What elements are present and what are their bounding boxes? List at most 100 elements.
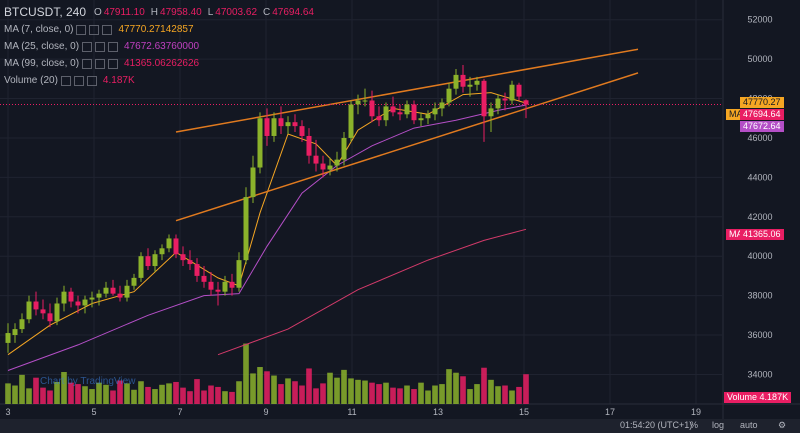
volume-bar xyxy=(383,382,389,404)
volume-bar xyxy=(390,387,396,404)
indicator-row-ma7[interactable]: MA (7, close, 0) 47770.27142857 xyxy=(4,21,320,38)
percent-toggle[interactable]: % xyxy=(690,420,699,430)
candle-body xyxy=(75,301,81,306)
volume-bar xyxy=(236,381,242,404)
settings-icon[interactable] xyxy=(89,24,100,35)
candle-body xyxy=(446,88,452,103)
indicator-row-ma25[interactable]: MA (25, close, 0) 47672.63760000 xyxy=(4,38,320,55)
eye-icon[interactable] xyxy=(82,58,93,69)
volume-bar xyxy=(33,377,39,404)
candle-body xyxy=(82,299,88,306)
ohlc-high-value: 47958.40 xyxy=(160,7,202,18)
volume-bar xyxy=(47,390,53,404)
volume-bar xyxy=(187,391,193,404)
settings-icon[interactable] xyxy=(95,41,106,52)
volume-bar xyxy=(523,374,529,404)
candle-body xyxy=(26,301,32,320)
volume-bar xyxy=(516,386,522,404)
candle-body xyxy=(215,289,221,292)
candle-body xyxy=(89,297,95,300)
volume-label-tag: Volume 4.187K xyxy=(724,392,792,403)
volume-bar xyxy=(61,372,67,404)
x-tick-label: 3 xyxy=(5,407,10,417)
ohlc-close-value: 47694.64 xyxy=(272,7,314,18)
candle-body xyxy=(355,100,361,105)
volume-bar xyxy=(222,391,228,404)
ma7-price-tag: 47770.27 xyxy=(740,97,784,108)
volume-bar xyxy=(327,372,333,404)
volume-bar xyxy=(418,382,424,404)
auto-toggle[interactable]: auto xyxy=(740,420,758,430)
volume-bar xyxy=(411,389,417,404)
volume-bar xyxy=(348,378,354,404)
volume-bar xyxy=(369,382,375,404)
candle-body xyxy=(397,112,403,115)
y-tick-label: 34000 xyxy=(747,369,772,379)
volume-bar xyxy=(376,384,382,404)
settings-icon[interactable] xyxy=(95,58,106,69)
candle-body xyxy=(250,167,256,198)
candle-body xyxy=(481,80,487,117)
symbol-row: BTCUSDT, 240 O 47911.10 H 47958.40 L 470… xyxy=(4,4,320,21)
volume-value: 4.187K xyxy=(759,392,789,402)
candle-body xyxy=(194,264,200,276)
close-icon[interactable] xyxy=(86,75,97,86)
close-icon[interactable] xyxy=(108,41,119,52)
eye-icon[interactable] xyxy=(82,41,93,52)
volume-bar xyxy=(355,379,361,404)
volume-bar xyxy=(243,343,249,404)
eye-icon[interactable] xyxy=(76,24,87,35)
candle-body xyxy=(390,106,396,113)
volume-bar xyxy=(285,378,291,404)
candle-body xyxy=(110,287,116,294)
indicator-row-volume[interactable]: Volume (20) 4.187K xyxy=(4,72,320,89)
volume-bar xyxy=(138,381,144,404)
clock-time[interactable]: 01:54:20 (UTC+1) xyxy=(620,420,693,430)
ohlc-low-label: L xyxy=(207,7,214,18)
candle-body xyxy=(306,135,312,156)
log-toggle[interactable]: log xyxy=(712,420,725,430)
candle-body xyxy=(411,104,417,121)
volume-bar xyxy=(159,384,165,404)
y-tick-label: 36000 xyxy=(747,330,772,340)
y-tick-label: 38000 xyxy=(747,291,772,301)
candle-body xyxy=(292,122,298,127)
volume-bar xyxy=(460,376,466,404)
volume-bar xyxy=(306,368,312,404)
volume-bar xyxy=(54,381,60,404)
indicator-label: MA (7, close, 0) xyxy=(4,24,74,35)
volume-bar xyxy=(474,384,480,404)
symbol-label[interactable]: BTCUSDT, 240 xyxy=(4,5,87,19)
candle-body xyxy=(320,163,326,170)
settings-icon[interactable] xyxy=(73,75,84,86)
tradingview-watermark[interactable]: Chart by TradingView xyxy=(40,376,136,387)
candle-body xyxy=(460,74,466,87)
volume-bar xyxy=(271,375,277,404)
volume-bar xyxy=(89,389,95,404)
volume-bar xyxy=(40,387,46,404)
candle-body xyxy=(341,137,347,160)
gear-icon[interactable]: ⚙ xyxy=(778,420,787,430)
volume-bar xyxy=(117,380,123,404)
x-tick-label: 9 xyxy=(263,407,268,417)
eye-icon[interactable] xyxy=(60,75,71,86)
candle-body xyxy=(54,303,60,322)
candle-body xyxy=(180,254,186,261)
candle-body xyxy=(439,102,445,109)
candle-body xyxy=(124,285,130,298)
volume-bar xyxy=(404,385,410,404)
close-icon[interactable] xyxy=(102,24,113,35)
candle-body xyxy=(68,291,74,302)
indicator-row-ma99[interactable]: MA (99, close, 0) 41365.06262626 xyxy=(4,55,320,72)
candle-body xyxy=(138,256,144,278)
candle-body xyxy=(523,100,529,105)
volume-bar xyxy=(166,383,172,404)
volume-bar xyxy=(257,367,263,404)
candle-body xyxy=(432,108,438,115)
ohlc-open-value: 47911.10 xyxy=(103,7,145,18)
ma99-price-tag: 41365.06 xyxy=(740,229,784,240)
close-icon[interactable] xyxy=(108,58,119,69)
candle-body xyxy=(327,165,333,170)
